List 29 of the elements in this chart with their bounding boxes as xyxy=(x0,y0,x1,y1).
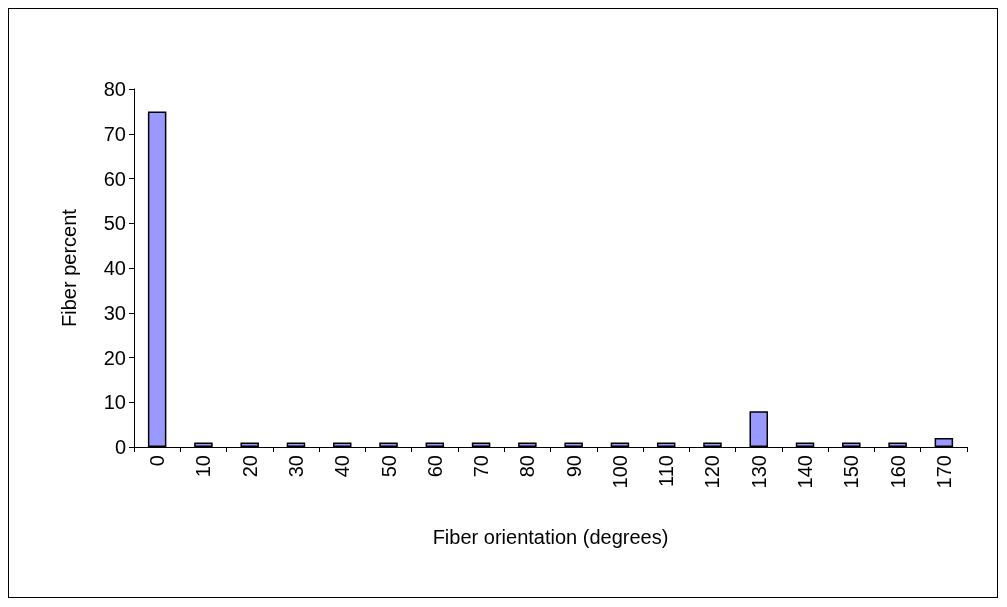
x-tick-label: 150 xyxy=(840,455,863,489)
y-tick-label: 40 xyxy=(103,257,126,279)
x-tick-label: 100 xyxy=(608,455,631,489)
x-tick-label: 60 xyxy=(423,455,446,478)
x-tick-label: 80 xyxy=(516,455,539,478)
x-tick-label: 10 xyxy=(192,455,215,478)
x-axis-title: Fiber orientation (degrees) xyxy=(432,526,669,548)
y-tick-label: 80 xyxy=(103,78,126,100)
x-tick-label: 90 xyxy=(562,455,585,478)
y-tick-label: 70 xyxy=(103,122,126,145)
y-tick-label: 60 xyxy=(103,167,126,190)
y-tick-label: 30 xyxy=(103,301,126,324)
y-tick-label: 20 xyxy=(103,346,126,369)
x-tick-label: 40 xyxy=(331,455,354,478)
y-tick-label: 0 xyxy=(114,436,126,458)
x-tick-label: 120 xyxy=(701,455,724,489)
x-tick-label: 30 xyxy=(284,455,307,478)
x-tick-label: 170 xyxy=(932,455,955,489)
x-tick-label: 110 xyxy=(655,455,678,487)
x-tick-label: 0 xyxy=(146,455,169,467)
x-tick-label: 70 xyxy=(470,455,493,478)
x-tick-label: 140 xyxy=(794,455,817,489)
y-tick-label: 50 xyxy=(103,212,126,235)
x-tick-label: 20 xyxy=(238,455,261,478)
y-axis-title: Fiber percent xyxy=(58,208,80,327)
x-tick-label: 130 xyxy=(747,455,770,489)
x-tick-label: 50 xyxy=(377,455,400,478)
x-tick-label: 160 xyxy=(886,455,909,489)
y-tick-label: 10 xyxy=(103,391,126,414)
